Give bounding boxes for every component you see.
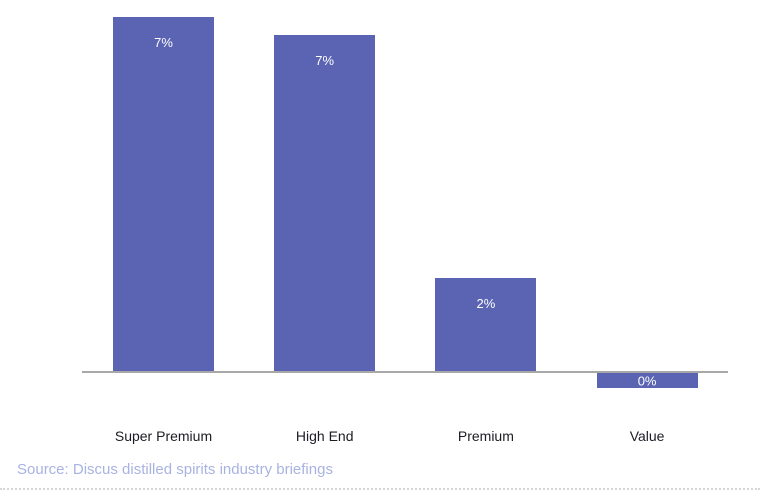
bar-value: 0% [596, 373, 698, 388]
bar-value-label: 7% [154, 35, 173, 50]
bottom-dotted-divider [0, 488, 760, 490]
category-label-premium: Premium [457, 428, 514, 444]
bar-high-end: 7% [274, 35, 376, 372]
x-axis-line [82, 371, 728, 373]
source-note: Source: Discus distilled spirits industr… [17, 461, 333, 478]
category-label-high-end: High End [295, 428, 354, 444]
bar-value-label: 7% [315, 53, 335, 68]
bar-premium: 2% [435, 278, 537, 372]
category-label-super-premium: Super Premium [114, 428, 213, 444]
category-label-value: Value [629, 428, 665, 444]
bar-value-label: 0% [637, 373, 657, 388]
bar-value-label: 2% [476, 296, 496, 311]
bar-super-premium: 7% [113, 17, 214, 372]
